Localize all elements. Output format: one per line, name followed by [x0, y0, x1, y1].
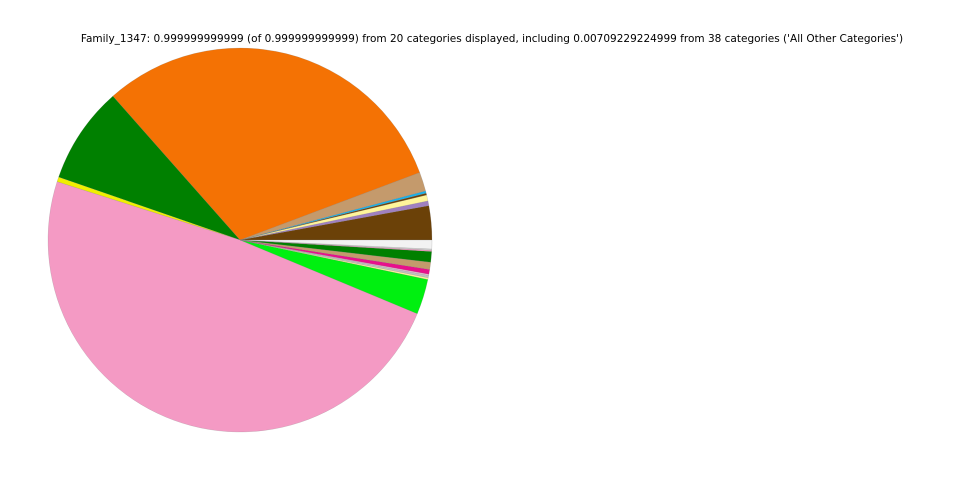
pie-slice-4: [239, 192, 427, 241]
pie-slice-10: [47, 181, 418, 433]
pie-slice-15: [239, 239, 431, 275]
pie-slice-8: [58, 95, 241, 241]
pie-slice-9: [56, 176, 241, 241]
pie-slice-17: [239, 239, 432, 263]
pie-slice-6: [239, 172, 426, 241]
pie-slice-16: [239, 239, 431, 270]
pie-slice-20: [239, 239, 433, 250]
pie-slice-18: [239, 239, 432, 252]
pie-slice-12: [239, 239, 429, 280]
pie-slice-2: [239, 200, 430, 241]
pie-slice-7: [112, 47, 421, 241]
pie-slice-3: [239, 194, 429, 241]
pie-slice-11: [239, 239, 429, 315]
pie-slice-14: [239, 239, 430, 276]
pie-slice-13: [239, 239, 430, 279]
pie-slice-5: [239, 190, 427, 241]
pie-slice-1: [239, 205, 433, 241]
chart-title: Family_1347: 0.999999999999 (of 0.999999…: [80, 33, 904, 45]
